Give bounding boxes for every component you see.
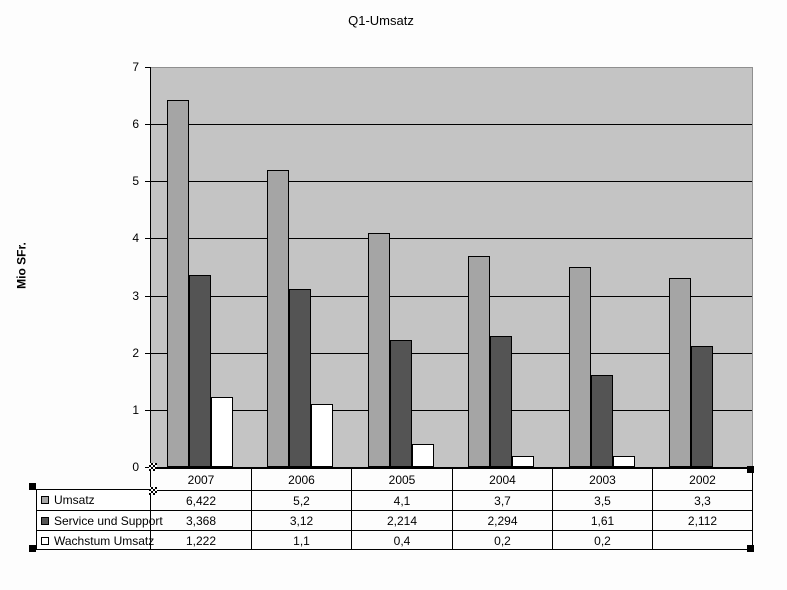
table-cell: [652, 530, 752, 550]
gridline: [150, 296, 753, 297]
legend-key-icon: [41, 496, 49, 504]
table-cell: 3,12: [251, 510, 351, 530]
table-header-cell: 2004: [452, 469, 552, 490]
y-tick-label: 3: [132, 289, 139, 303]
table-cell: 3,7: [452, 490, 552, 510]
table-cell: 0,2: [452, 530, 552, 550]
plot-area: [150, 67, 753, 468]
bar-service-und-support: [591, 375, 613, 467]
chart-title: Q1-Umsatz: [348, 13, 414, 28]
bar-umsatz: [569, 267, 591, 467]
table-cell: 3,368: [151, 510, 251, 530]
selection-handle[interactable]: [29, 483, 36, 490]
gridline: [150, 124, 753, 125]
y-tick-mark: [145, 467, 150, 468]
bar-wachstum-umsatz: [512, 456, 534, 467]
table-cell: 2,214: [351, 510, 452, 530]
table-cell: 0,4: [351, 530, 452, 550]
y-axis-title: Mio SFr.: [14, 242, 29, 289]
legend-column: Umsatz Service und Support Wachstum Umsatz: [36, 489, 163, 550]
y-tick-mark: [145, 238, 150, 239]
legend-label: Umsatz: [54, 493, 95, 507]
y-tick-mark: [145, 410, 150, 411]
gridline: [150, 353, 753, 354]
table-cell: 2,294: [452, 510, 552, 530]
bar-wachstum-umsatz: [311, 404, 333, 467]
bar-umsatz: [267, 170, 289, 467]
legend-row: Wachstum Umsatz: [37, 530, 154, 550]
bar-umsatz: [167, 100, 189, 467]
table-cell: 0,2: [552, 530, 652, 550]
data-table: 2007 2006 2005 2004 2003 2002 6,422 5,2 4,1 3,7 3,…: [150, 468, 753, 550]
table-cell: 4,1: [351, 490, 452, 510]
legend-key-icon: [41, 536, 49, 545]
bar-umsatz: [368, 233, 390, 467]
selection-handle[interactable]: [149, 463, 157, 471]
selection-handle[interactable]: [747, 466, 754, 473]
y-tick-mark: [145, 67, 150, 68]
bar-service-und-support: [189, 275, 211, 467]
legend-label: Wachstum Umsatz: [54, 533, 155, 548]
table-cell: 1,1: [251, 530, 351, 550]
y-axis-line: [150, 67, 151, 468]
y-tick-mark: [145, 181, 150, 182]
y-tick-label: 4: [132, 231, 139, 245]
table-cell: 1,61: [552, 510, 652, 530]
y-tick-mark: [145, 353, 150, 354]
bar-wachstum-umsatz: [412, 444, 434, 467]
table-header-cell: 2002: [652, 469, 752, 490]
selection-handle[interactable]: [29, 545, 36, 552]
legend-key-icon: [41, 516, 49, 525]
legend-row: Service und Support: [37, 510, 163, 530]
table-cell: 3,5: [552, 490, 652, 510]
bar-umsatz: [669, 278, 691, 467]
bar-umsatz: [468, 256, 490, 467]
y-tick-mark: [145, 124, 150, 125]
table-header-cell: 2006: [251, 469, 351, 490]
x-axis-line: [150, 467, 753, 468]
table-cell: 3,3: [652, 490, 752, 510]
bar-wachstum-umsatz: [211, 397, 233, 467]
gridline: [150, 238, 753, 239]
y-tick-label: 2: [132, 346, 139, 360]
bar-service-und-support: [691, 346, 713, 467]
y-tick-label: 7: [132, 60, 139, 74]
table-cell: 5,2: [251, 490, 351, 510]
gridline: [150, 410, 753, 411]
legend-label: Service und Support: [54, 513, 163, 528]
bar-service-und-support: [390, 340, 412, 467]
table-header-cell: 2007: [187, 472, 215, 487]
plot-border-top: [150, 67, 753, 68]
table-header-cell: 2005: [351, 469, 452, 490]
y-tick-label: 1: [132, 403, 139, 417]
legend-row: Umsatz: [37, 490, 150, 510]
table-cell: 1,222: [151, 530, 251, 550]
y-tick-label: 5: [132, 174, 139, 188]
bar-service-und-support: [490, 336, 512, 467]
bar-wachstum-umsatz: [613, 456, 635, 467]
table-header-cell: 2003: [552, 469, 652, 490]
table-cell: 2,112: [652, 510, 752, 530]
selection-handle[interactable]: [747, 545, 754, 552]
y-tick-label: 0: [132, 460, 139, 474]
table-cell: 6,422: [151, 490, 251, 510]
plot-border-right: [752, 67, 753, 468]
gridline: [150, 181, 753, 182]
y-tick-label: 6: [132, 117, 139, 131]
selection-handle[interactable]: [149, 487, 157, 495]
bar-service-und-support: [289, 289, 311, 467]
y-tick-mark: [145, 296, 150, 297]
